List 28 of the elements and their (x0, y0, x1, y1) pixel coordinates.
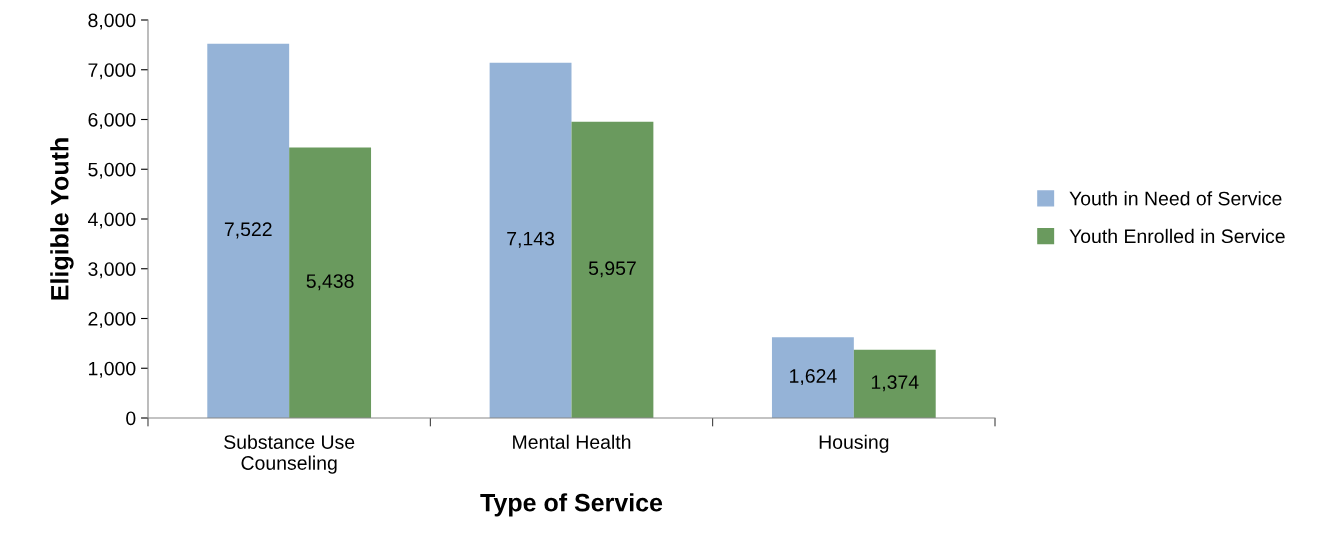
y-tick-label: 0 (126, 411, 136, 426)
y-tick-label: 2,000 (88, 311, 136, 329)
x-tick-label: Substance Use Counseling (224, 434, 355, 474)
bar (489, 62, 572, 418)
data-label: 1,624 (790, 369, 837, 386)
y-tick-label: 4,000 (87, 212, 136, 229)
data-label: 5,957 (588, 261, 636, 278)
data-label: 5,438 (306, 274, 354, 291)
y-axis-title: Eligible Youth (50, 138, 74, 300)
bar (853, 349, 936, 418)
y-tick-label: 6,000 (88, 112, 136, 130)
bar (207, 43, 290, 418)
x-axis-title: Type of Service (480, 493, 663, 517)
y-tick-label: 5,000 (88, 162, 136, 179)
data-label: 1,374 (871, 375, 919, 392)
x-tick-label: Mental Health (513, 434, 631, 449)
legend-label: Youth in Need of Service (1069, 191, 1282, 206)
y-tick-label: 8,000 (88, 13, 136, 30)
y-tick-label: 3,000 (88, 262, 136, 279)
bar (571, 121, 654, 418)
y-tick-label: 7,000 (88, 63, 136, 80)
bar (289, 147, 372, 418)
bar (771, 337, 854, 418)
data-label: 7,143 (507, 231, 555, 248)
x-tick-label: Housing (819, 434, 889, 453)
data-label: 7,522 (224, 222, 272, 239)
legend-label: Youth Enrolled in Service (1069, 228, 1285, 244)
y-tick-label: 1,000 (89, 361, 136, 378)
